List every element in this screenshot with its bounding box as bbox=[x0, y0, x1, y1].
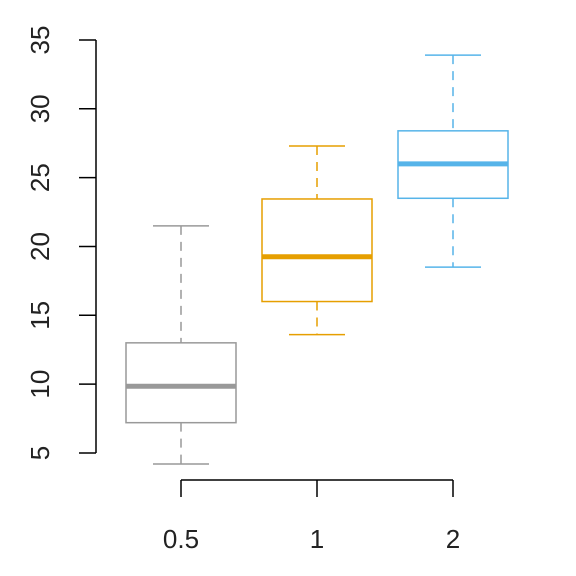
y-tick-label: 30 bbox=[25, 94, 55, 123]
x-tick-label: 2 bbox=[446, 524, 460, 554]
x-tick-label: 1 bbox=[310, 524, 324, 554]
y-tick-label: 15 bbox=[25, 301, 55, 330]
y-tick-label: 10 bbox=[25, 370, 55, 399]
y-tick-label: 25 bbox=[25, 163, 55, 192]
box bbox=[261, 198, 373, 303]
y-tick-label: 35 bbox=[25, 26, 55, 55]
y-tick-label: 5 bbox=[25, 446, 55, 460]
box bbox=[125, 342, 237, 424]
x-tick-label: 0.5 bbox=[163, 524, 199, 554]
y-tick-label: 20 bbox=[25, 232, 55, 261]
